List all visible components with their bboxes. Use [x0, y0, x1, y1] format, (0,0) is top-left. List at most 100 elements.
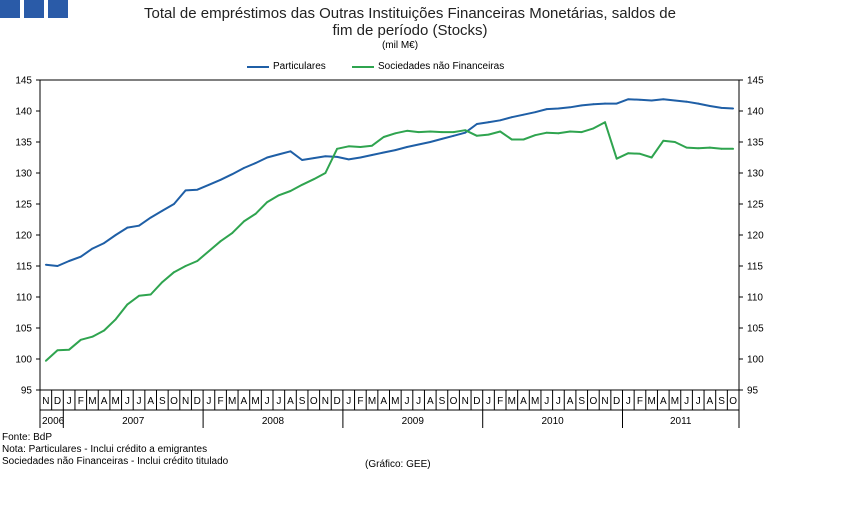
x-tick-label-month: N: [462, 396, 469, 407]
y-tick-label-left: 130: [15, 169, 32, 180]
data-point: [522, 113, 525, 116]
data-point: [173, 271, 175, 274]
y-tick-label-left: 95: [21, 386, 33, 397]
chart-unit: (mil M€): [381, 40, 419, 51]
data-point: [289, 150, 292, 153]
chart-credit: (Gráfico: GEE): [365, 459, 431, 470]
note-sociedades: Sociedades não Financeiras - Inclui créd…: [2, 456, 229, 467]
x-tick-label-month: J: [346, 396, 351, 407]
x-tick-label-month: O: [589, 396, 597, 407]
data-point: [592, 103, 595, 106]
x-tick-label-month: F: [218, 396, 224, 407]
x-tick-label-month: J: [416, 396, 421, 407]
data-point: [697, 147, 700, 150]
x-tick-label-month: D: [613, 396, 620, 407]
y-tick-label-left: 135: [15, 138, 32, 149]
data-point: [475, 123, 478, 125]
x-tick-label-month: J: [137, 396, 142, 407]
data-point: [56, 265, 59, 267]
data-point: [662, 139, 665, 142]
data-point: [557, 107, 560, 110]
data-point: [44, 263, 47, 266]
x-tick-label-month: D: [54, 396, 61, 407]
series-line-sociedades: [45, 121, 734, 362]
legend-particulares: Particulares: [247, 61, 326, 72]
data-point: [138, 294, 140, 297]
data-point: [149, 216, 152, 219]
data-point: [359, 146, 362, 148]
data-point: [522, 138, 525, 141]
x-tick-label-month: N: [182, 396, 189, 407]
data-point: [347, 158, 350, 161]
x-tick-label-month: D: [194, 396, 201, 407]
x-tick-label-month: A: [660, 396, 667, 407]
x-tick-label-month: J: [265, 396, 270, 407]
x-tick-label-month: D: [333, 396, 340, 407]
data-point: [685, 146, 688, 149]
data-point: [662, 98, 665, 101]
data-point: [277, 194, 280, 197]
y-tick-label-left: 140: [15, 107, 32, 118]
data-point: [266, 156, 269, 159]
x-tick-label-month: O: [450, 396, 458, 407]
data-point: [103, 242, 105, 244]
data-point: [417, 131, 420, 133]
x-tick-label-month: J: [206, 396, 211, 407]
data-point: [382, 136, 385, 138]
data-point: [68, 348, 71, 351]
data-point: [359, 156, 362, 159]
data-point: [685, 100, 688, 103]
data-point: [615, 157, 618, 160]
y-tick-label-left: 145: [15, 76, 32, 87]
x-tick-label-month: M: [228, 396, 236, 407]
x-tick-label-month: J: [696, 396, 701, 407]
data-point: [406, 129, 408, 132]
data-point: [406, 146, 408, 148]
data-point: [475, 134, 478, 137]
data-point: [708, 105, 711, 107]
data-point: [68, 260, 71, 262]
data-point: [534, 134, 537, 137]
x-tick-label-year: 2007: [122, 416, 145, 427]
x-tick-label-month: N: [322, 396, 329, 407]
data-point: [173, 203, 175, 205]
y-tick-label-right: 105: [747, 324, 764, 335]
x-tick-label-month: M: [88, 396, 96, 407]
x-tick-label-month: S: [159, 396, 166, 407]
y-tick-label-right: 120: [747, 231, 764, 242]
data-point: [324, 155, 327, 158]
data-point: [196, 188, 199, 191]
legend-label-sociedades: Sociedades não Financeiras: [378, 61, 505, 72]
y-tick-label-right: 140: [747, 107, 764, 118]
series-line-particulares: [45, 98, 734, 267]
data-point: [580, 104, 583, 107]
data-point: [650, 156, 653, 159]
data-point: [79, 338, 82, 341]
x-tick-label-month: J: [626, 396, 631, 407]
chart-title-line2: fim de período (Stocks): [332, 22, 488, 39]
data-point: [417, 143, 420, 146]
logo-square-1: [0, 0, 20, 18]
x-tick-label-year: 2009: [402, 416, 425, 427]
data-point: [91, 335, 94, 338]
data-point: [580, 131, 583, 133]
data-point: [254, 162, 257, 164]
y-tick-label-left: 105: [15, 324, 32, 335]
data-point: [126, 226, 129, 229]
data-point: [371, 144, 373, 147]
data-point: [615, 102, 618, 105]
data-point: [557, 132, 560, 135]
data-point: [184, 265, 187, 267]
data-point: [231, 173, 234, 176]
data-point: [301, 159, 304, 161]
data-point: [196, 260, 199, 262]
data-point: [114, 234, 117, 236]
y-tick-label-left: 100: [15, 355, 32, 366]
logo-square-2: [24, 0, 44, 18]
data-point: [697, 102, 700, 105]
x-tick-label-month: A: [427, 396, 434, 407]
data-point: [429, 141, 432, 143]
x-tick-label-month: J: [684, 396, 689, 407]
data-point: [464, 129, 467, 132]
x-tick-label-month: M: [647, 396, 655, 407]
